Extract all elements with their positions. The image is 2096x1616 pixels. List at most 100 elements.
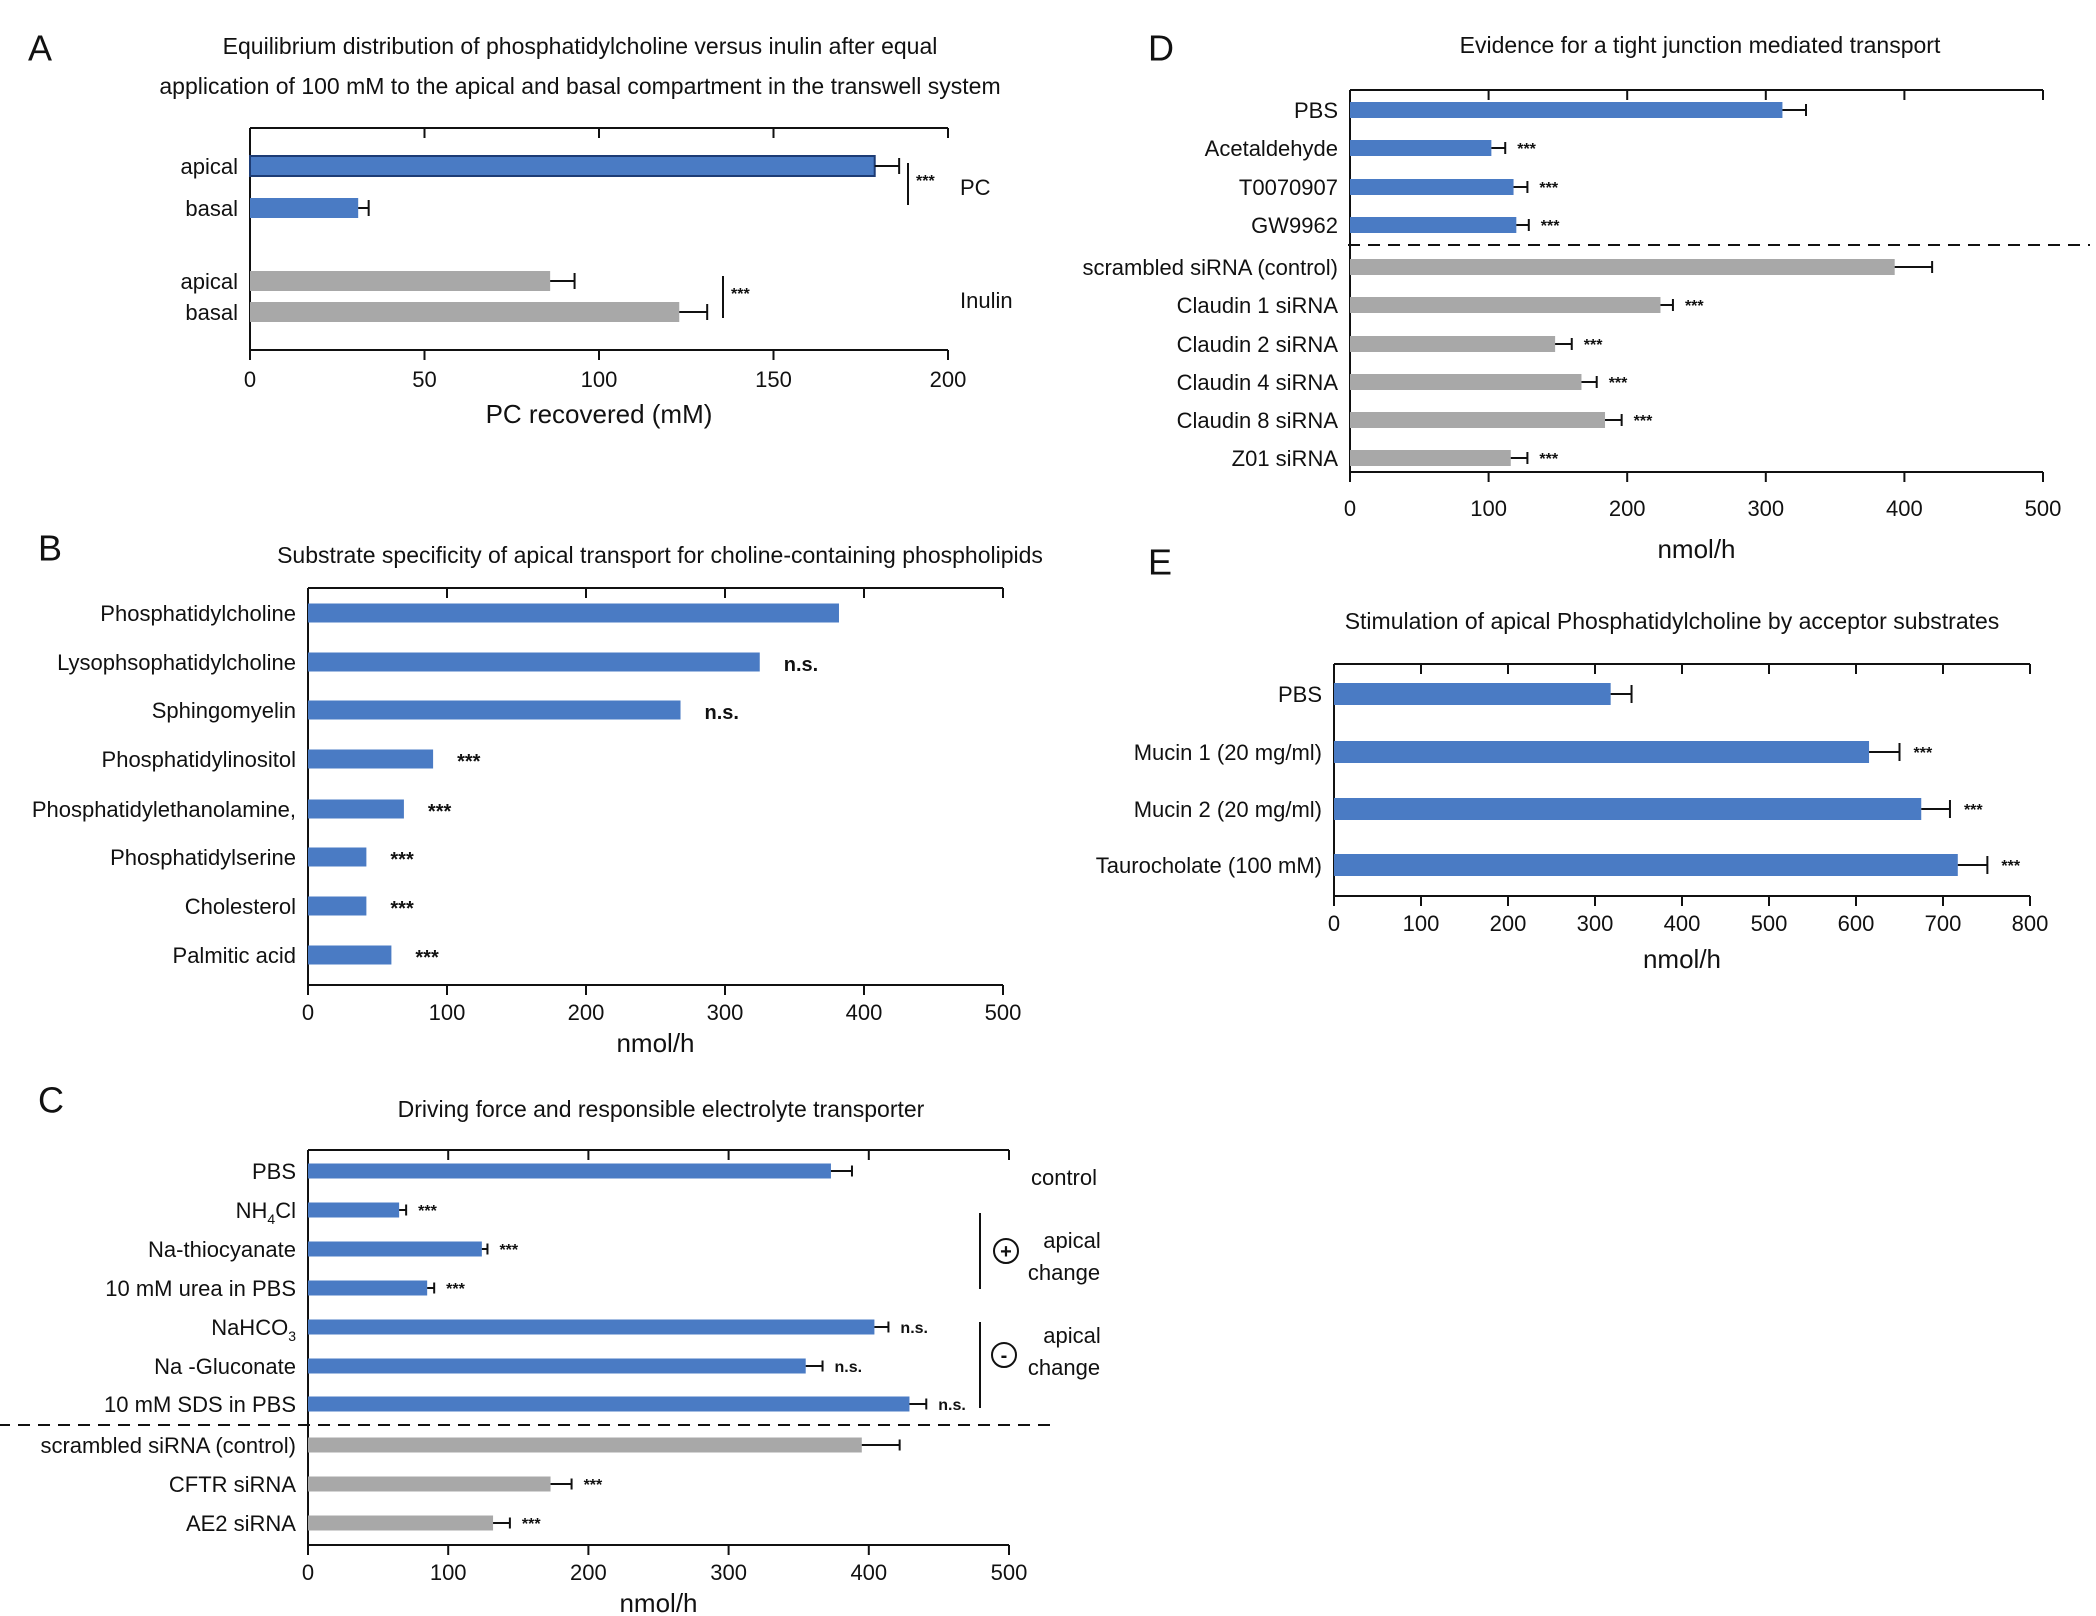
panel-letter-E: E <box>1148 541 1172 582</box>
category-label-B: Sphingomyelin <box>152 698 296 723</box>
bar-E <box>1334 683 1611 705</box>
category-label-C: CFTR siRNA <box>169 1472 296 1497</box>
category-label-D: Acetaldehyde <box>1205 136 1338 161</box>
bar-C <box>308 1515 494 1531</box>
x-tick-label-D: 300 <box>1747 496 1784 521</box>
significance-label-B: n.s. <box>784 654 818 676</box>
significance-label-C: n.s. <box>900 1320 928 1337</box>
bar-B <box>308 749 434 769</box>
x-tick-label-C: 200 <box>570 1560 607 1585</box>
category-label-E: Mucin 2 (20 mg/ml) <box>1134 797 1322 822</box>
category-label-D: T0070907 <box>1239 175 1338 200</box>
plus-circle-icon <box>993 1238 1019 1264</box>
category-label-C: NaHCO3 <box>211 1315 296 1344</box>
x-tick-label-C: 0 <box>302 1560 314 1585</box>
panel-letter-B: B <box>38 527 62 568</box>
significance-label-B: *** <box>390 898 414 920</box>
x-tick-label-D: 0 <box>1344 496 1356 521</box>
bar-D <box>1350 179 1514 195</box>
category-label-E: Mucin 1 (20 mg/ml) <box>1134 740 1322 765</box>
significance-label-D: *** <box>1609 375 1628 392</box>
bar-A <box>249 155 876 177</box>
x-tick-label-D: 400 <box>1886 496 1923 521</box>
bar-D <box>1350 297 1661 313</box>
bar-E <box>1334 854 1958 876</box>
significance-label-D: *** <box>1539 451 1558 468</box>
significance-label-B: *** <box>428 801 452 823</box>
x-tick-label-E: 300 <box>1577 911 1614 936</box>
x-tick-label-B: 0 <box>302 1000 314 1025</box>
x-axis-label-C: nmol/h <box>619 1588 697 1616</box>
group-label-change: change <box>1028 1260 1100 1285</box>
category-label-E: Taurocholate (100 mM) <box>1096 853 1322 878</box>
x-tick-label-C: 400 <box>850 1560 887 1585</box>
category-label-D: scrambled siRNA (control) <box>1082 255 1338 280</box>
group-label-Inulin: Inulin <box>960 288 1013 313</box>
category-label-E: PBS <box>1278 682 1322 707</box>
panel-letter-C: C <box>38 1079 64 1120</box>
bar-D <box>1350 450 1511 466</box>
bar-A <box>250 271 551 291</box>
x-tick-label-A: 50 <box>412 367 436 392</box>
category-label-sub: 3 <box>288 1328 296 1344</box>
group-label-PC: PC <box>960 175 991 200</box>
category-label-A: apical <box>181 269 238 294</box>
bar-B <box>308 603 839 623</box>
significance-label-D: *** <box>1634 413 1653 430</box>
bar-A <box>250 302 680 322</box>
category-label-A: apical <box>181 154 238 179</box>
x-tick-label-B: 100 <box>429 1000 466 1025</box>
bar-B <box>308 896 367 916</box>
bar-C <box>308 1476 551 1492</box>
significance-label-D: *** <box>1685 298 1704 315</box>
significance-label-D: *** <box>1517 141 1536 158</box>
category-label-C: AE2 siRNA <box>186 1511 296 1536</box>
category-label-B: Cholesterol <box>185 894 296 919</box>
minus-symbol: - <box>1001 1345 1008 1367</box>
significance-label-D: *** <box>1539 180 1558 197</box>
x-tick-label-E: 0 <box>1328 911 1340 936</box>
bar-C <box>308 1319 875 1335</box>
x-tick-label-E: 200 <box>1490 911 1527 936</box>
x-tick-label-A: 100 <box>581 367 618 392</box>
significance-label-C: *** <box>499 1242 518 1259</box>
group-label-apical: apical <box>1043 1228 1100 1253</box>
x-tick-label-D: 500 <box>2025 496 2062 521</box>
category-label-B: Palmitic acid <box>173 943 296 968</box>
x-tick-label-E: 800 <box>2012 911 2049 936</box>
x-tick-label-A: 0 <box>244 367 256 392</box>
category-label-B: Phosphatidylinositol <box>102 747 296 772</box>
bar-D <box>1350 259 1895 275</box>
chart-title-A: application of 100 mM to the apical and … <box>159 73 1000 99</box>
group-label-change: change <box>1028 1355 1100 1380</box>
bar-D <box>1350 217 1517 233</box>
panel-letter-D: D <box>1148 27 1174 68</box>
bar-E <box>1334 798 1922 820</box>
x-tick-label-E: 600 <box>1838 911 1875 936</box>
bar-B <box>308 652 760 672</box>
significance-label-A: *** <box>731 286 750 303</box>
x-tick-label-D: 200 <box>1609 496 1646 521</box>
significance-label-E: *** <box>1914 745 1933 762</box>
category-label-C: Na-thiocyanate <box>148 1237 296 1262</box>
x-tick-label-E: 400 <box>1664 911 1701 936</box>
category-label-C: NH4Cl <box>236 1198 296 1227</box>
group-label-control: control <box>1031 1165 1097 1190</box>
category-label-A: basal <box>185 300 238 325</box>
x-tick-label-E: 100 <box>1403 911 1440 936</box>
category-label-A: basal <box>185 196 238 221</box>
category-label-C: 10 mM SDS in PBS <box>104 1392 296 1417</box>
bar-D <box>1350 412 1606 428</box>
bar-D <box>1350 336 1556 352</box>
significance-label-C: *** <box>446 1281 465 1298</box>
significance-label-D: *** <box>1541 218 1560 235</box>
significance-label-C: *** <box>522 1516 541 1533</box>
bar-B <box>308 945 392 965</box>
category-label-C: scrambled siRNA (control) <box>40 1433 296 1458</box>
group-label-apical: apical <box>1043 1323 1100 1348</box>
bar-C <box>308 1163 831 1179</box>
category-label-sub: 4 <box>267 1211 275 1227</box>
category-label-D: PBS <box>1294 98 1338 123</box>
bar-A <box>250 198 359 218</box>
category-label-B: Phosphatidylserine <box>110 845 296 870</box>
